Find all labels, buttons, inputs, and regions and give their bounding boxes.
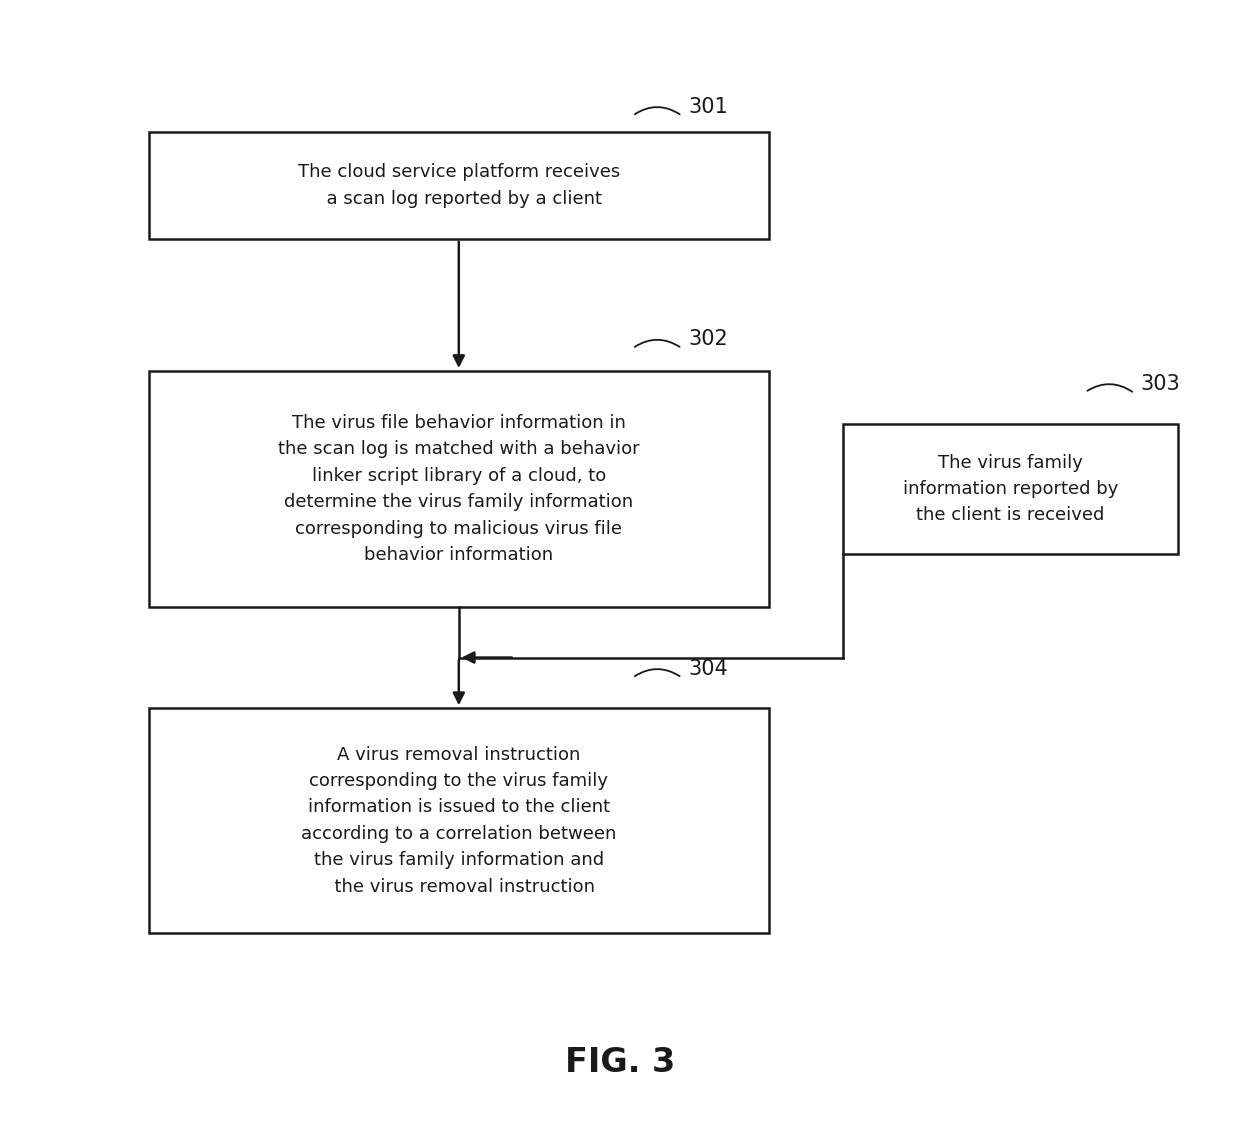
Bar <box>149 371 769 607</box>
Text: 304: 304 <box>688 659 728 679</box>
Bar <box>843 425 1178 554</box>
Bar <box>149 708 769 933</box>
Text: 302: 302 <box>688 329 728 350</box>
Text: 303: 303 <box>1141 374 1180 395</box>
Text: The cloud service platform receives
  a scan log reported by a client: The cloud service platform receives a sc… <box>298 163 620 208</box>
Text: A virus removal instruction
corresponding to the virus family
information is iss: A virus removal instruction correspondin… <box>301 745 616 896</box>
Text: 301: 301 <box>688 97 728 117</box>
Text: The virus file behavior information in
the scan log is matched with a behavior
l: The virus file behavior information in t… <box>278 414 640 564</box>
Text: FIG. 3: FIG. 3 <box>565 1045 675 1079</box>
Text: The virus family
information reported by
the client is received: The virus family information reported by… <box>903 454 1118 524</box>
Bar <box>149 133 769 239</box>
